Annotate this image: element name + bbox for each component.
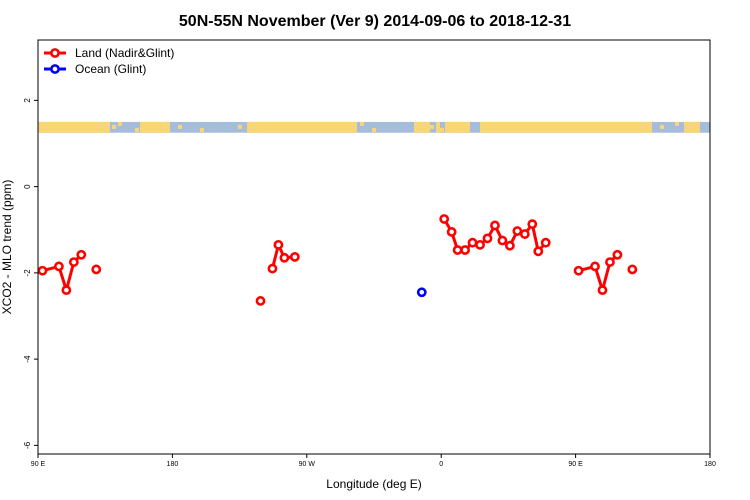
land-ocean-strip xyxy=(38,121,710,133)
data-point xyxy=(267,263,278,274)
y-tick-label: 2 xyxy=(23,98,32,103)
series-line xyxy=(270,243,295,269)
data-point xyxy=(91,264,102,275)
land-speck xyxy=(178,124,182,129)
x-tick-label: 90 W xyxy=(299,461,316,468)
land-band xyxy=(38,121,110,133)
data-point xyxy=(54,261,64,272)
land-speck xyxy=(135,127,139,132)
data-point xyxy=(279,252,290,263)
legend-marker xyxy=(50,48,60,58)
chart-title: 50N-55N November (Ver 9) 2014-09-06 to 2… xyxy=(179,13,571,30)
data-point xyxy=(519,229,530,239)
legend-label: Ocean (Glint) xyxy=(75,62,146,76)
data-point xyxy=(460,245,470,255)
y-tick-label: -6 xyxy=(23,441,32,449)
y-tick-label: 0 xyxy=(23,184,32,189)
legend-label: Land (Nadir&Glint) xyxy=(75,46,174,60)
land-speck xyxy=(200,127,204,132)
land-speck xyxy=(330,127,334,132)
land-band xyxy=(247,121,357,133)
data-point xyxy=(497,235,508,246)
data-point xyxy=(512,226,523,236)
data-point xyxy=(605,257,615,267)
data-point xyxy=(533,246,544,257)
data-point xyxy=(490,220,500,231)
ocean-band xyxy=(38,121,710,133)
y-axis-label: XCO2 - MLO trend (ppm) xyxy=(0,180,14,315)
series-0 xyxy=(37,214,638,306)
data-point xyxy=(597,285,608,296)
data-point xyxy=(527,219,538,230)
data-point xyxy=(590,261,600,272)
data-point xyxy=(482,233,493,244)
legend-item: Land (Nadir&Glint) xyxy=(44,46,174,60)
data-point xyxy=(37,265,48,276)
land-speck xyxy=(372,127,376,132)
land-speck xyxy=(118,121,122,126)
x-tick-label: 180 xyxy=(167,461,179,468)
data-point xyxy=(416,287,427,298)
y-tick-label: -2 xyxy=(23,269,32,277)
data-point xyxy=(540,237,551,248)
data-point xyxy=(627,264,638,275)
data-point xyxy=(467,237,478,248)
land-speck xyxy=(440,127,444,132)
data-point xyxy=(68,257,79,267)
land-band xyxy=(480,121,652,133)
legend: Land (Nadir&Glint) Ocean (Glint) xyxy=(44,46,174,76)
data-point xyxy=(504,240,515,251)
x-tick-label: 90 E xyxy=(31,461,46,468)
land-band xyxy=(684,121,700,133)
x-axis-label: Longitude (deg E) xyxy=(326,477,421,491)
data-point xyxy=(289,252,300,262)
data-point xyxy=(273,239,284,250)
data-point xyxy=(475,239,485,250)
land-band xyxy=(140,121,170,133)
land-band xyxy=(436,121,440,133)
x-axis: 90 E 180 90 W 0 90 E 180 xyxy=(31,454,716,468)
data-point xyxy=(612,249,623,260)
plot-series xyxy=(37,214,638,306)
series-1 xyxy=(416,287,427,298)
data-point xyxy=(439,214,450,224)
data-point xyxy=(255,296,266,306)
x-tick-label: 180 xyxy=(704,461,716,468)
plot-frame xyxy=(37,39,711,455)
land-speck xyxy=(238,124,242,129)
land-speck xyxy=(112,124,116,129)
legend-item: Ocean (Glint) xyxy=(44,62,146,76)
y-tick-label: -4 xyxy=(23,355,32,363)
land-speck xyxy=(675,121,679,126)
land-speck xyxy=(660,124,664,129)
land-band xyxy=(445,121,470,133)
x-tick-label: 0 xyxy=(439,461,443,468)
land-band xyxy=(414,121,430,133)
land-speck xyxy=(360,121,364,126)
data-point xyxy=(61,285,72,296)
data-point xyxy=(452,245,463,255)
legend-marker xyxy=(50,64,60,74)
y-axis: 2 0 -2 -4 -6 xyxy=(23,98,38,449)
data-point xyxy=(446,227,457,237)
x-tick-label: 90 E xyxy=(568,461,583,468)
data-point xyxy=(573,265,584,276)
data-point xyxy=(76,249,87,260)
land-speck xyxy=(430,124,434,129)
